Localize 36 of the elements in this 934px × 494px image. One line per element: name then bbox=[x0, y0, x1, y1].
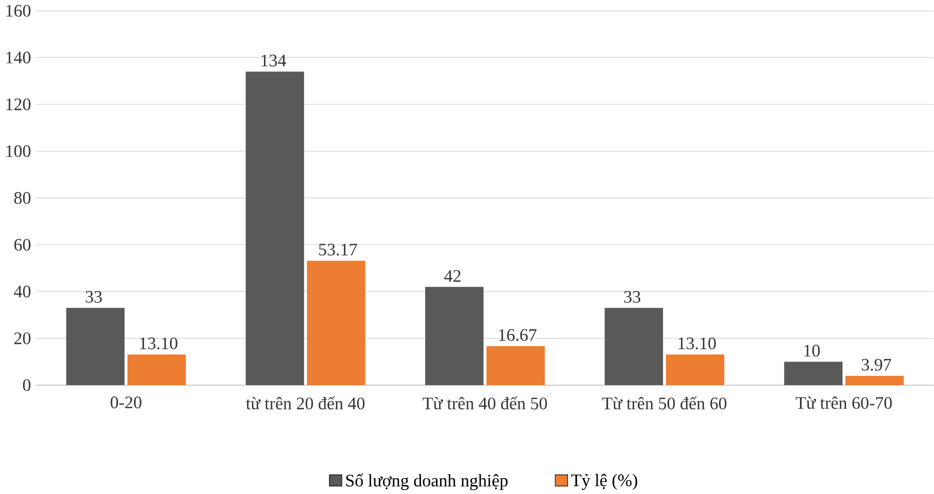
y-tick-label: 140 bbox=[6, 51, 30, 64]
bar bbox=[246, 71, 304, 385]
data-label: 13.10 bbox=[140, 337, 178, 350]
data-label: 10 bbox=[804, 344, 820, 356]
bar bbox=[486, 346, 545, 385]
bar bbox=[425, 286, 484, 385]
y-tick-label: 160 bbox=[6, 4, 30, 16]
data-label: 42 bbox=[444, 270, 460, 282]
data-label: 3.97 bbox=[862, 358, 892, 371]
legend-label: Số lượng doanh nghiệp bbox=[346, 473, 508, 490]
data-label: 33 bbox=[624, 290, 640, 303]
bar bbox=[666, 354, 724, 385]
x-tick-label: từ trên 20 đến 40 bbox=[246, 396, 365, 410]
bar bbox=[127, 354, 186, 385]
y-tick-label: 120 bbox=[6, 98, 30, 110]
data-label: 16.67 bbox=[499, 328, 536, 341]
legend-label: Tỷ lệ (%) bbox=[571, 474, 638, 490]
x-tick-label: 0-20 bbox=[110, 396, 142, 408]
x-tick-label: Từ trên 60-70 bbox=[796, 396, 892, 409]
x-tick-label: Từ trên 40 đến 50 bbox=[422, 396, 547, 410]
bar bbox=[784, 362, 843, 385]
data-label: 53.17 bbox=[319, 244, 357, 256]
data-label: 13.10 bbox=[678, 337, 716, 350]
y-tick-label: 100 bbox=[6, 145, 30, 157]
bar bbox=[306, 260, 366, 385]
x-tick-label: Từ trên 50 đến 60 bbox=[602, 396, 726, 410]
data-label: 33 bbox=[86, 290, 102, 303]
y-tick-label: 60 bbox=[14, 238, 30, 250]
y-tick-label: 40 bbox=[14, 285, 30, 298]
y-tick-label: 0 bbox=[23, 379, 30, 391]
y-tick-label: 80 bbox=[14, 192, 30, 204]
bar bbox=[66, 308, 125, 385]
bar bbox=[604, 308, 664, 385]
bar bbox=[845, 376, 904, 385]
y-tick-label: 20 bbox=[14, 332, 30, 344]
data-label: 134 bbox=[262, 54, 286, 66]
